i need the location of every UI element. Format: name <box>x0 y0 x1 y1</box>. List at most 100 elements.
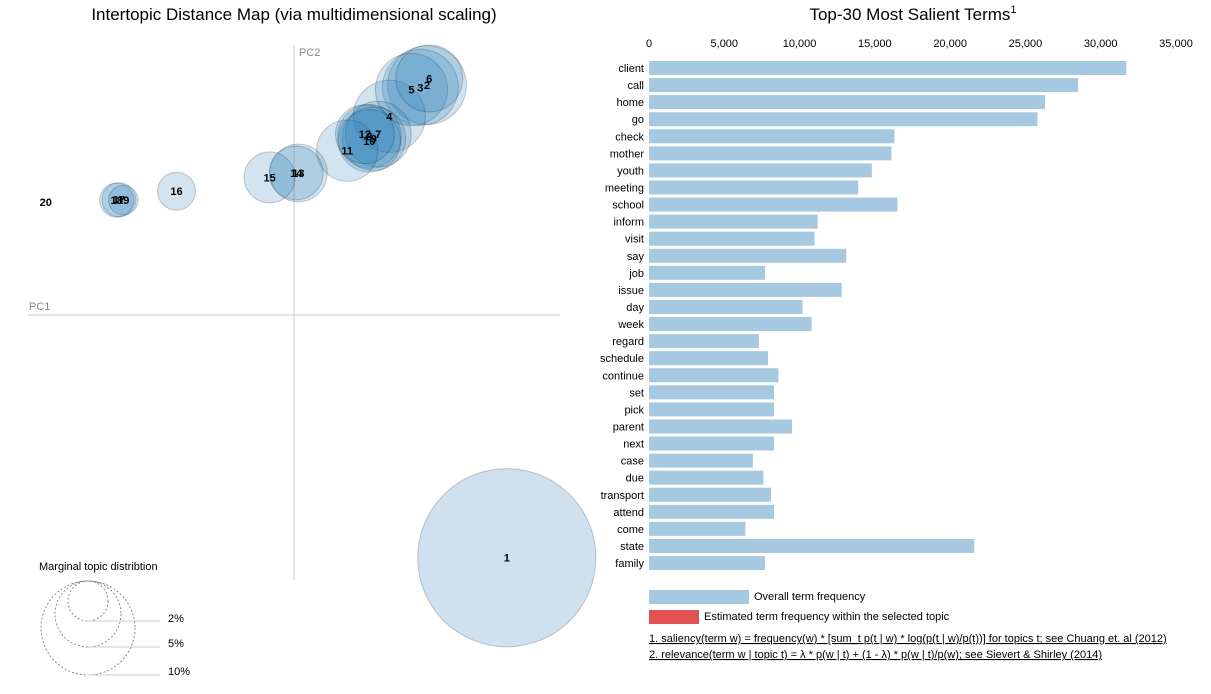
term-bar-regard[interactable] <box>649 334 759 349</box>
term-label-day[interactable]: day <box>626 302 644 314</box>
topic-bubble-5[interactable] <box>374 53 449 127</box>
term-bar-day[interactable] <box>649 299 803 314</box>
term-bar-family[interactable] <box>649 556 765 571</box>
term-label-go[interactable]: go <box>632 114 644 126</box>
term-bar-mother[interactable] <box>649 146 892 161</box>
topic-bubble-7[interactable] <box>344 100 412 168</box>
term-label-call[interactable]: call <box>627 80 644 92</box>
topic-bubble-12[interactable] <box>334 104 395 165</box>
term-bar-case[interactable] <box>649 453 753 468</box>
term-label-issue[interactable]: issue <box>618 285 644 297</box>
term-bar-issue[interactable] <box>649 282 842 297</box>
topic-bubble-16[interactable] <box>157 171 197 211</box>
term-label-say[interactable]: say <box>627 251 645 263</box>
topic-bubbles[interactable] <box>99 44 597 648</box>
term-bar-next[interactable] <box>649 436 774 451</box>
term-bar-check[interactable] <box>649 129 895 144</box>
topic-label-17: 17 <box>113 195 125 207</box>
salient-terms-chart: Top-30 Most Salient Terms1 0 5,000 10,000 1… <box>600 4 1193 661</box>
term-label-state[interactable]: state <box>620 541 644 553</box>
topic-bubble-3[interactable] <box>381 48 459 126</box>
marginal-legend: Marginal topic distribtion 2% 5% 10% <box>39 561 190 678</box>
term-bar-parent[interactable] <box>649 419 793 434</box>
term-bar-schedule[interactable] <box>649 351 768 366</box>
term-bar-go[interactable] <box>649 112 1038 127</box>
term-label-check[interactable]: check <box>615 131 644 143</box>
term-label-regard[interactable]: regard <box>612 336 644 348</box>
term-bar-continue[interactable] <box>649 368 779 383</box>
term-bar-state[interactable] <box>649 538 975 553</box>
term-label-week[interactable]: week <box>617 319 644 331</box>
term-bar-youth[interactable] <box>649 163 872 178</box>
term-label-mother[interactable]: mother <box>610 148 645 160</box>
term-label-parent[interactable]: parent <box>613 421 644 433</box>
term-bar-say[interactable] <box>649 248 847 263</box>
term-label-visit[interactable]: visit <box>625 234 644 246</box>
legend-overall-swatch <box>649 590 749 604</box>
topic-bubble-18[interactable] <box>99 182 135 218</box>
topic-bubble-15[interactable] <box>243 151 296 204</box>
term-label-transport[interactable]: transport <box>601 490 644 502</box>
legend-label-10pct: 10% <box>168 666 190 678</box>
topic-label-12: 12 <box>359 129 371 141</box>
term-label-client[interactable]: client <box>618 63 644 75</box>
footnote-saliency[interactable]: 1. saliency(term w) = frequency(w) * [su… <box>649 633 1167 645</box>
term-label-home[interactable]: home <box>616 97 644 109</box>
topic-bubble-11[interactable] <box>316 119 379 182</box>
term-bar-week[interactable] <box>649 317 812 332</box>
topic-bubble-2[interactable] <box>387 45 467 126</box>
legend-overall-label: Overall term frequency <box>754 591 866 603</box>
term-bar-set[interactable] <box>649 385 774 400</box>
term-label-inform[interactable]: inform <box>613 217 644 229</box>
footnote-relevance[interactable]: 2. relevance(term w | topic t) = λ * p(w… <box>649 649 1102 661</box>
term-label-attend[interactable]: attend <box>613 507 644 519</box>
topic-label-15: 15 <box>263 172 275 184</box>
topic-bubble-19[interactable] <box>108 184 139 216</box>
term-bar-pick[interactable] <box>649 402 774 417</box>
term-bar-school[interactable] <box>649 197 898 212</box>
legend-circle-5pct <box>54 580 122 648</box>
topic-label-18: 18 <box>111 195 123 207</box>
term-bar-client[interactable] <box>649 61 1127 75</box>
topic-bubble-8[interactable] <box>337 104 402 169</box>
term-label-meeting[interactable]: meeting <box>605 182 644 194</box>
term-label-come[interactable]: come <box>617 524 644 536</box>
term-label-set[interactable]: set <box>629 387 644 399</box>
term-label-pick[interactable]: pick <box>624 404 644 416</box>
term-bars[interactable] <box>649 61 1127 571</box>
topic-bubble-17[interactable] <box>101 182 137 218</box>
topic-bubble-4[interactable] <box>352 79 426 153</box>
x-tick-label: 10,000 <box>783 38 817 50</box>
term-bar-call[interactable] <box>649 78 1079 93</box>
term-bar-job[interactable] <box>649 265 765 280</box>
term-label-school[interactable]: school <box>612 200 644 212</box>
topic-label-2: 2 <box>424 80 430 92</box>
topic-bubble-9[interactable] <box>341 106 407 171</box>
x-tick-label: 30,000 <box>1084 38 1118 50</box>
topic-bubble-14[interactable] <box>268 145 324 201</box>
topic-bubble-13[interactable] <box>269 143 328 203</box>
topic-bubble-6[interactable] <box>395 44 464 113</box>
term-label-family[interactable]: family <box>615 558 644 570</box>
term-bar-transport[interactable] <box>649 487 771 502</box>
term-label-job[interactable]: job <box>628 268 644 280</box>
topic-bubble-10[interactable] <box>337 109 402 173</box>
term-label-schedule[interactable]: schedule <box>600 353 644 365</box>
term-labels[interactable]: client call home go check mother youth meeting s… <box>600 63 645 570</box>
term-bar-come[interactable] <box>649 521 746 536</box>
term-label-case[interactable]: case <box>621 456 644 468</box>
topic-label-4: 4 <box>386 111 393 123</box>
term-label-next[interactable]: next <box>623 439 644 451</box>
term-bar-visit[interactable] <box>649 231 815 246</box>
term-bar-inform[interactable] <box>649 214 818 229</box>
term-bar-due[interactable] <box>649 470 764 485</box>
map-title: Intertopic Distance Map (via multidimens… <box>91 5 496 24</box>
term-label-continue[interactable]: continue <box>602 370 644 382</box>
term-bar-meeting[interactable] <box>649 180 859 195</box>
term-label-youth[interactable]: youth <box>617 165 644 177</box>
term-label-due[interactable]: due <box>626 473 644 485</box>
term-bar-home[interactable] <box>649 95 1046 110</box>
topic-bubble-1[interactable] <box>417 468 597 648</box>
term-bar-attend[interactable] <box>649 504 774 519</box>
